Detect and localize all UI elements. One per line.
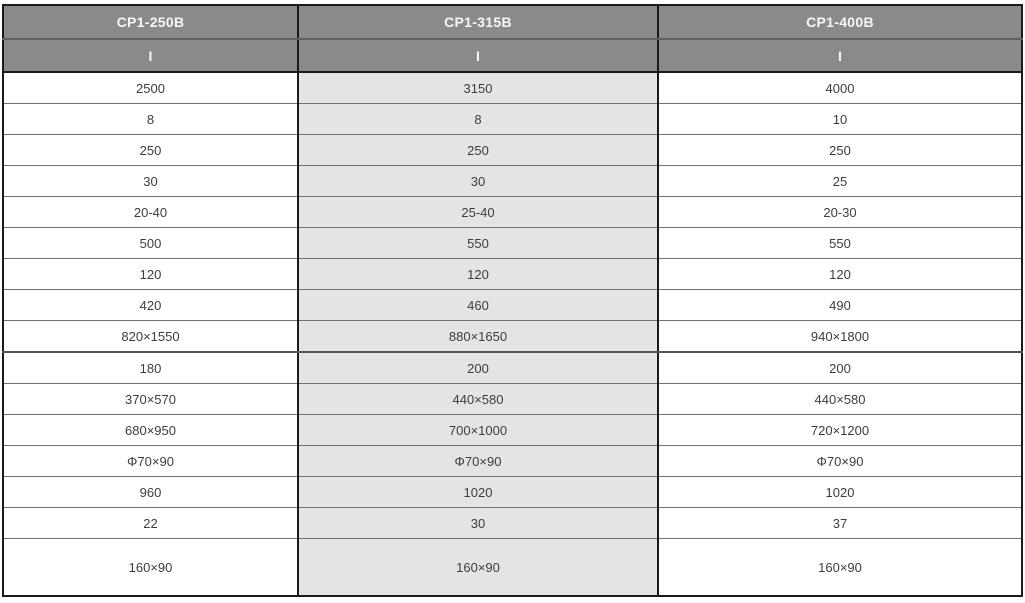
column-header-cp1-400b: CP1-400B <box>657 5 1022 40</box>
table-cell: 180 <box>3 352 298 384</box>
subheader-row: I I I <box>3 39 1022 73</box>
table-row: 250 250 250 <box>3 134 1022 166</box>
table-cell: 250 <box>657 134 1022 166</box>
table-row: 420 460 490 <box>3 289 1022 321</box>
subheader-cell-1: I <box>3 39 298 73</box>
table-cell: 200 <box>297 352 658 384</box>
table-cell: 30 <box>297 507 658 539</box>
table-body: 2500 3150 4000 8 8 10 250 250 250 30 30 25 20-40 25-4… <box>3 72 1022 596</box>
table-cell: 20-30 <box>657 196 1022 228</box>
table-cell: 490 <box>657 289 1022 321</box>
table-cell: 120 <box>3 258 298 290</box>
table-cell: 8 <box>3 103 298 135</box>
table-cell: 460 <box>297 289 658 321</box>
table-cell: 550 <box>657 227 1022 259</box>
table-cell: 370×570 <box>3 383 298 415</box>
table-row: 8 8 10 <box>3 103 1022 135</box>
table-cell: 680×950 <box>3 414 298 446</box>
table-cell: 720×1200 <box>657 414 1022 446</box>
table-cell: 550 <box>297 227 658 259</box>
table-row: 820×1550 880×1650 940×1800 <box>3 320 1022 353</box>
table-cell: 10 <box>657 103 1022 135</box>
table-row: 500 550 550 <box>3 227 1022 259</box>
table-row: 160×90 160×90 160×90 <box>3 538 1022 596</box>
table-row: Φ70×90 Φ70×90 Φ70×90 <box>3 445 1022 477</box>
table-cell: Φ70×90 <box>297 445 658 477</box>
table-cell: Φ70×90 <box>657 445 1022 477</box>
table-cell: 25-40 <box>297 196 658 228</box>
column-header-cp1-315b: CP1-315B <box>297 5 658 40</box>
table-row: 22 30 37 <box>3 507 1022 539</box>
table-cell: 160×90 <box>297 538 658 596</box>
table-cell: 120 <box>657 258 1022 290</box>
table-cell: 880×1650 <box>297 320 658 353</box>
table-cell: 940×1800 <box>657 320 1022 353</box>
spec-table: CP1-250B CP1-315B CP1-400B I I I 2500 315… <box>2 4 1023 597</box>
table-cell: 960 <box>3 476 298 508</box>
table-cell: 1020 <box>657 476 1022 508</box>
table-cell: 3150 <box>297 72 658 104</box>
table-row: 960 1020 1020 <box>3 476 1022 508</box>
table-row: 30 30 25 <box>3 165 1022 197</box>
table-cell: 420 <box>3 289 298 321</box>
table-cell: 440×580 <box>297 383 658 415</box>
table-header: CP1-250B CP1-315B CP1-400B I I I <box>3 5 1022 73</box>
table-row: 120 120 120 <box>3 258 1022 290</box>
table-cell: 250 <box>3 134 298 166</box>
table-cell: Φ70×90 <box>3 445 298 477</box>
table-cell: 700×1000 <box>297 414 658 446</box>
table-cell: 37 <box>657 507 1022 539</box>
table-cell: 250 <box>297 134 658 166</box>
table-cell: 2500 <box>3 72 298 104</box>
table-cell: 500 <box>3 227 298 259</box>
table-cell: 22 <box>3 507 298 539</box>
table-cell: 440×580 <box>657 383 1022 415</box>
table-row: 2500 3150 4000 <box>3 72 1022 104</box>
table-cell: 20-40 <box>3 196 298 228</box>
table-cell: 30 <box>3 165 298 197</box>
table-row: 370×570 440×580 440×580 <box>3 383 1022 415</box>
table-cell: 200 <box>657 352 1022 384</box>
table-cell: 4000 <box>657 72 1022 104</box>
table-cell: 8 <box>297 103 658 135</box>
model-header-row: CP1-250B CP1-315B CP1-400B <box>3 5 1022 40</box>
table-cell: 160×90 <box>3 538 298 596</box>
table-cell: 1020 <box>297 476 658 508</box>
table-cell: 160×90 <box>657 538 1022 596</box>
table-cell: 120 <box>297 258 658 290</box>
table-cell: 25 <box>657 165 1022 197</box>
subheader-cell-3: I <box>657 39 1022 73</box>
table-row: 680×950 700×1000 720×1200 <box>3 414 1022 446</box>
table-row: 180 200 200 <box>3 352 1022 384</box>
table-cell: 30 <box>297 165 658 197</box>
table-row: 20-40 25-40 20-30 <box>3 196 1022 228</box>
subheader-cell-2: I <box>297 39 658 73</box>
table-cell: 820×1550 <box>3 320 298 353</box>
column-header-cp1-250b: CP1-250B <box>3 5 298 40</box>
